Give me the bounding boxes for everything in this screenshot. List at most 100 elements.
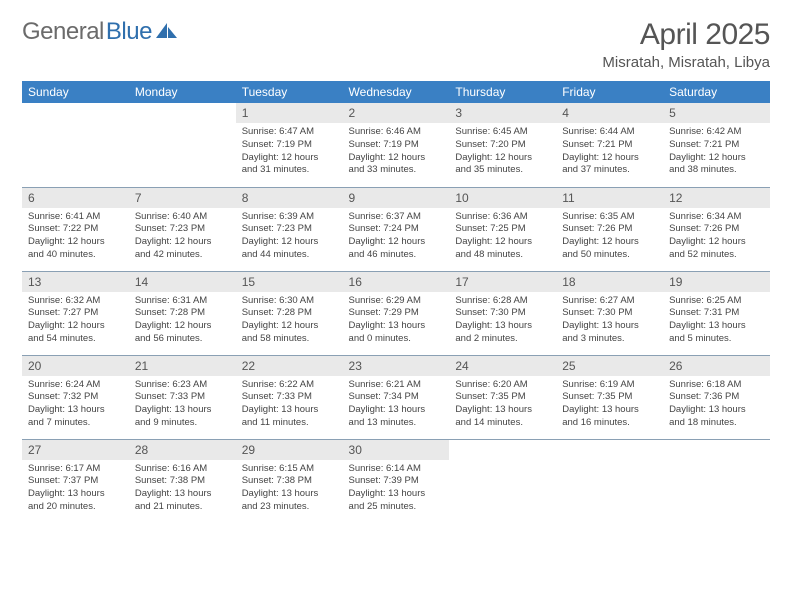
day-details: Sunrise: 6:41 AMSunset: 7:22 PMDaylight:… [22, 208, 129, 266]
calendar-cell: 19Sunrise: 6:25 AMSunset: 7:31 PMDayligh… [663, 271, 770, 355]
daylight-line-2: and 31 minutes. [242, 164, 337, 177]
daylight-line-1: Daylight: 13 hours [28, 404, 123, 417]
calendar-cell: 27Sunrise: 6:17 AMSunset: 7:37 PMDayligh… [22, 439, 129, 523]
sunset-line: Sunset: 7:19 PM [349, 139, 444, 152]
daylight-line-2: and 35 minutes. [455, 164, 550, 177]
calendar-cell: 13Sunrise: 6:32 AMSunset: 7:27 PMDayligh… [22, 271, 129, 355]
calendar-table: Sunday Monday Tuesday Wednesday Thursday… [22, 81, 770, 523]
day-number: 19 [663, 272, 770, 292]
title-block: April 2025 Misratah, Misratah, Libya [602, 18, 770, 71]
sunrise-line: Sunrise: 6:47 AM [242, 126, 337, 139]
day-number: 3 [449, 103, 556, 123]
day-details: Sunrise: 6:27 AMSunset: 7:30 PMDaylight:… [556, 292, 663, 350]
day-details: Sunrise: 6:42 AMSunset: 7:21 PMDaylight:… [663, 123, 770, 181]
calendar-cell: 2Sunrise: 6:46 AMSunset: 7:19 PMDaylight… [343, 103, 450, 187]
logo-text-1: General [22, 18, 104, 46]
sunset-line: Sunset: 7:38 PM [242, 475, 337, 488]
daylight-line-2: and 50 minutes. [562, 249, 657, 262]
calendar-cell: 26Sunrise: 6:18 AMSunset: 7:36 PMDayligh… [663, 355, 770, 439]
sunset-line: Sunset: 7:27 PM [28, 307, 123, 320]
daylight-line-1: Daylight: 12 hours [455, 236, 550, 249]
day-number: 22 [236, 356, 343, 376]
day-number: 12 [663, 188, 770, 208]
calendar-row: 13Sunrise: 6:32 AMSunset: 7:27 PMDayligh… [22, 271, 770, 355]
daylight-line-2: and 54 minutes. [28, 333, 123, 346]
weekday-header: Friday [556, 81, 663, 103]
daylight-line-1: Daylight: 13 hours [242, 488, 337, 501]
calendar-cell: 23Sunrise: 6:21 AMSunset: 7:34 PMDayligh… [343, 355, 450, 439]
daylight-line-2: and 44 minutes. [242, 249, 337, 262]
daylight-line-1: Daylight: 12 hours [135, 320, 230, 333]
sunrise-line: Sunrise: 6:18 AM [669, 379, 764, 392]
day-details: Sunrise: 6:39 AMSunset: 7:23 PMDaylight:… [236, 208, 343, 266]
sunrise-line: Sunrise: 6:20 AM [455, 379, 550, 392]
day-details: Sunrise: 6:28 AMSunset: 7:30 PMDaylight:… [449, 292, 556, 350]
daylight-line-1: Daylight: 12 hours [349, 152, 444, 165]
daylight-line-2: and 7 minutes. [28, 417, 123, 430]
sunset-line: Sunset: 7:23 PM [135, 223, 230, 236]
day-details: Sunrise: 6:15 AMSunset: 7:38 PMDaylight:… [236, 460, 343, 518]
calendar-cell: 4Sunrise: 6:44 AMSunset: 7:21 PMDaylight… [556, 103, 663, 187]
calendar-row: 6Sunrise: 6:41 AMSunset: 7:22 PMDaylight… [22, 187, 770, 271]
day-details: Sunrise: 6:21 AMSunset: 7:34 PMDaylight:… [343, 376, 450, 434]
day-details: Sunrise: 6:30 AMSunset: 7:28 PMDaylight:… [236, 292, 343, 350]
daylight-line-2: and 20 minutes. [28, 501, 123, 514]
daylight-line-1: Daylight: 12 hours [669, 236, 764, 249]
day-number: 16 [343, 272, 450, 292]
daylight-line-2: and 11 minutes. [242, 417, 337, 430]
day-number: 28 [129, 440, 236, 460]
header: GeneralBlue April 2025 Misratah, Misrata… [22, 18, 770, 71]
daylight-line-2: and 16 minutes. [562, 417, 657, 430]
daylight-line-2: and 14 minutes. [455, 417, 550, 430]
day-details: Sunrise: 6:23 AMSunset: 7:33 PMDaylight:… [129, 376, 236, 434]
sunrise-line: Sunrise: 6:28 AM [455, 295, 550, 308]
sunset-line: Sunset: 7:35 PM [455, 391, 550, 404]
sunrise-line: Sunrise: 6:25 AM [669, 295, 764, 308]
calendar-cell: 7Sunrise: 6:40 AMSunset: 7:23 PMDaylight… [129, 187, 236, 271]
calendar-cell: 8Sunrise: 6:39 AMSunset: 7:23 PMDaylight… [236, 187, 343, 271]
daylight-line-2: and 37 minutes. [562, 164, 657, 177]
daylight-line-1: Daylight: 13 hours [349, 404, 444, 417]
day-details: Sunrise: 6:31 AMSunset: 7:28 PMDaylight:… [129, 292, 236, 350]
daylight-line-2: and 23 minutes. [242, 501, 337, 514]
calendar-cell: 6Sunrise: 6:41 AMSunset: 7:22 PMDaylight… [22, 187, 129, 271]
sunrise-line: Sunrise: 6:34 AM [669, 211, 764, 224]
calendar-cell: 22Sunrise: 6:22 AMSunset: 7:33 PMDayligh… [236, 355, 343, 439]
sunset-line: Sunset: 7:22 PM [28, 223, 123, 236]
daylight-line-1: Daylight: 13 hours [349, 320, 444, 333]
daylight-line-2: and 0 minutes. [349, 333, 444, 346]
daylight-line-1: Daylight: 12 hours [242, 152, 337, 165]
calendar-cell: 28Sunrise: 6:16 AMSunset: 7:38 PMDayligh… [129, 439, 236, 523]
logo-text-2: Blue [106, 18, 152, 46]
calendar-cell: 29Sunrise: 6:15 AMSunset: 7:38 PMDayligh… [236, 439, 343, 523]
daylight-line-1: Daylight: 12 hours [669, 152, 764, 165]
sunset-line: Sunset: 7:31 PM [669, 307, 764, 320]
weekday-header: Tuesday [236, 81, 343, 103]
sunrise-line: Sunrise: 6:29 AM [349, 295, 444, 308]
day-number: 15 [236, 272, 343, 292]
day-number: 4 [556, 103, 663, 123]
day-number: 30 [343, 440, 450, 460]
daylight-line-1: Daylight: 13 hours [349, 488, 444, 501]
calendar-cell: 14Sunrise: 6:31 AMSunset: 7:28 PMDayligh… [129, 271, 236, 355]
day-details: Sunrise: 6:18 AMSunset: 7:36 PMDaylight:… [663, 376, 770, 434]
daylight-line-1: Daylight: 12 hours [28, 320, 123, 333]
day-number: 5 [663, 103, 770, 123]
calendar-cell: 16Sunrise: 6:29 AMSunset: 7:29 PMDayligh… [343, 271, 450, 355]
daylight-line-1: Daylight: 12 hours [455, 152, 550, 165]
day-details: Sunrise: 6:32 AMSunset: 7:27 PMDaylight:… [22, 292, 129, 350]
day-number: 7 [129, 188, 236, 208]
day-details: Sunrise: 6:37 AMSunset: 7:24 PMDaylight:… [343, 208, 450, 266]
sunset-line: Sunset: 7:33 PM [242, 391, 337, 404]
daylight-line-2: and 58 minutes. [242, 333, 337, 346]
daylight-line-1: Daylight: 12 hours [562, 236, 657, 249]
calendar-cell: 11Sunrise: 6:35 AMSunset: 7:26 PMDayligh… [556, 187, 663, 271]
calendar-row: 1Sunrise: 6:47 AMSunset: 7:19 PMDaylight… [22, 103, 770, 187]
calendar-cell: 5Sunrise: 6:42 AMSunset: 7:21 PMDaylight… [663, 103, 770, 187]
calendar-cell: 9Sunrise: 6:37 AMSunset: 7:24 PMDaylight… [343, 187, 450, 271]
day-details: Sunrise: 6:35 AMSunset: 7:26 PMDaylight:… [556, 208, 663, 266]
daylight-line-2: and 52 minutes. [669, 249, 764, 262]
calendar-cell: 17Sunrise: 6:28 AMSunset: 7:30 PMDayligh… [449, 271, 556, 355]
day-number: 10 [449, 188, 556, 208]
sunrise-line: Sunrise: 6:24 AM [28, 379, 123, 392]
